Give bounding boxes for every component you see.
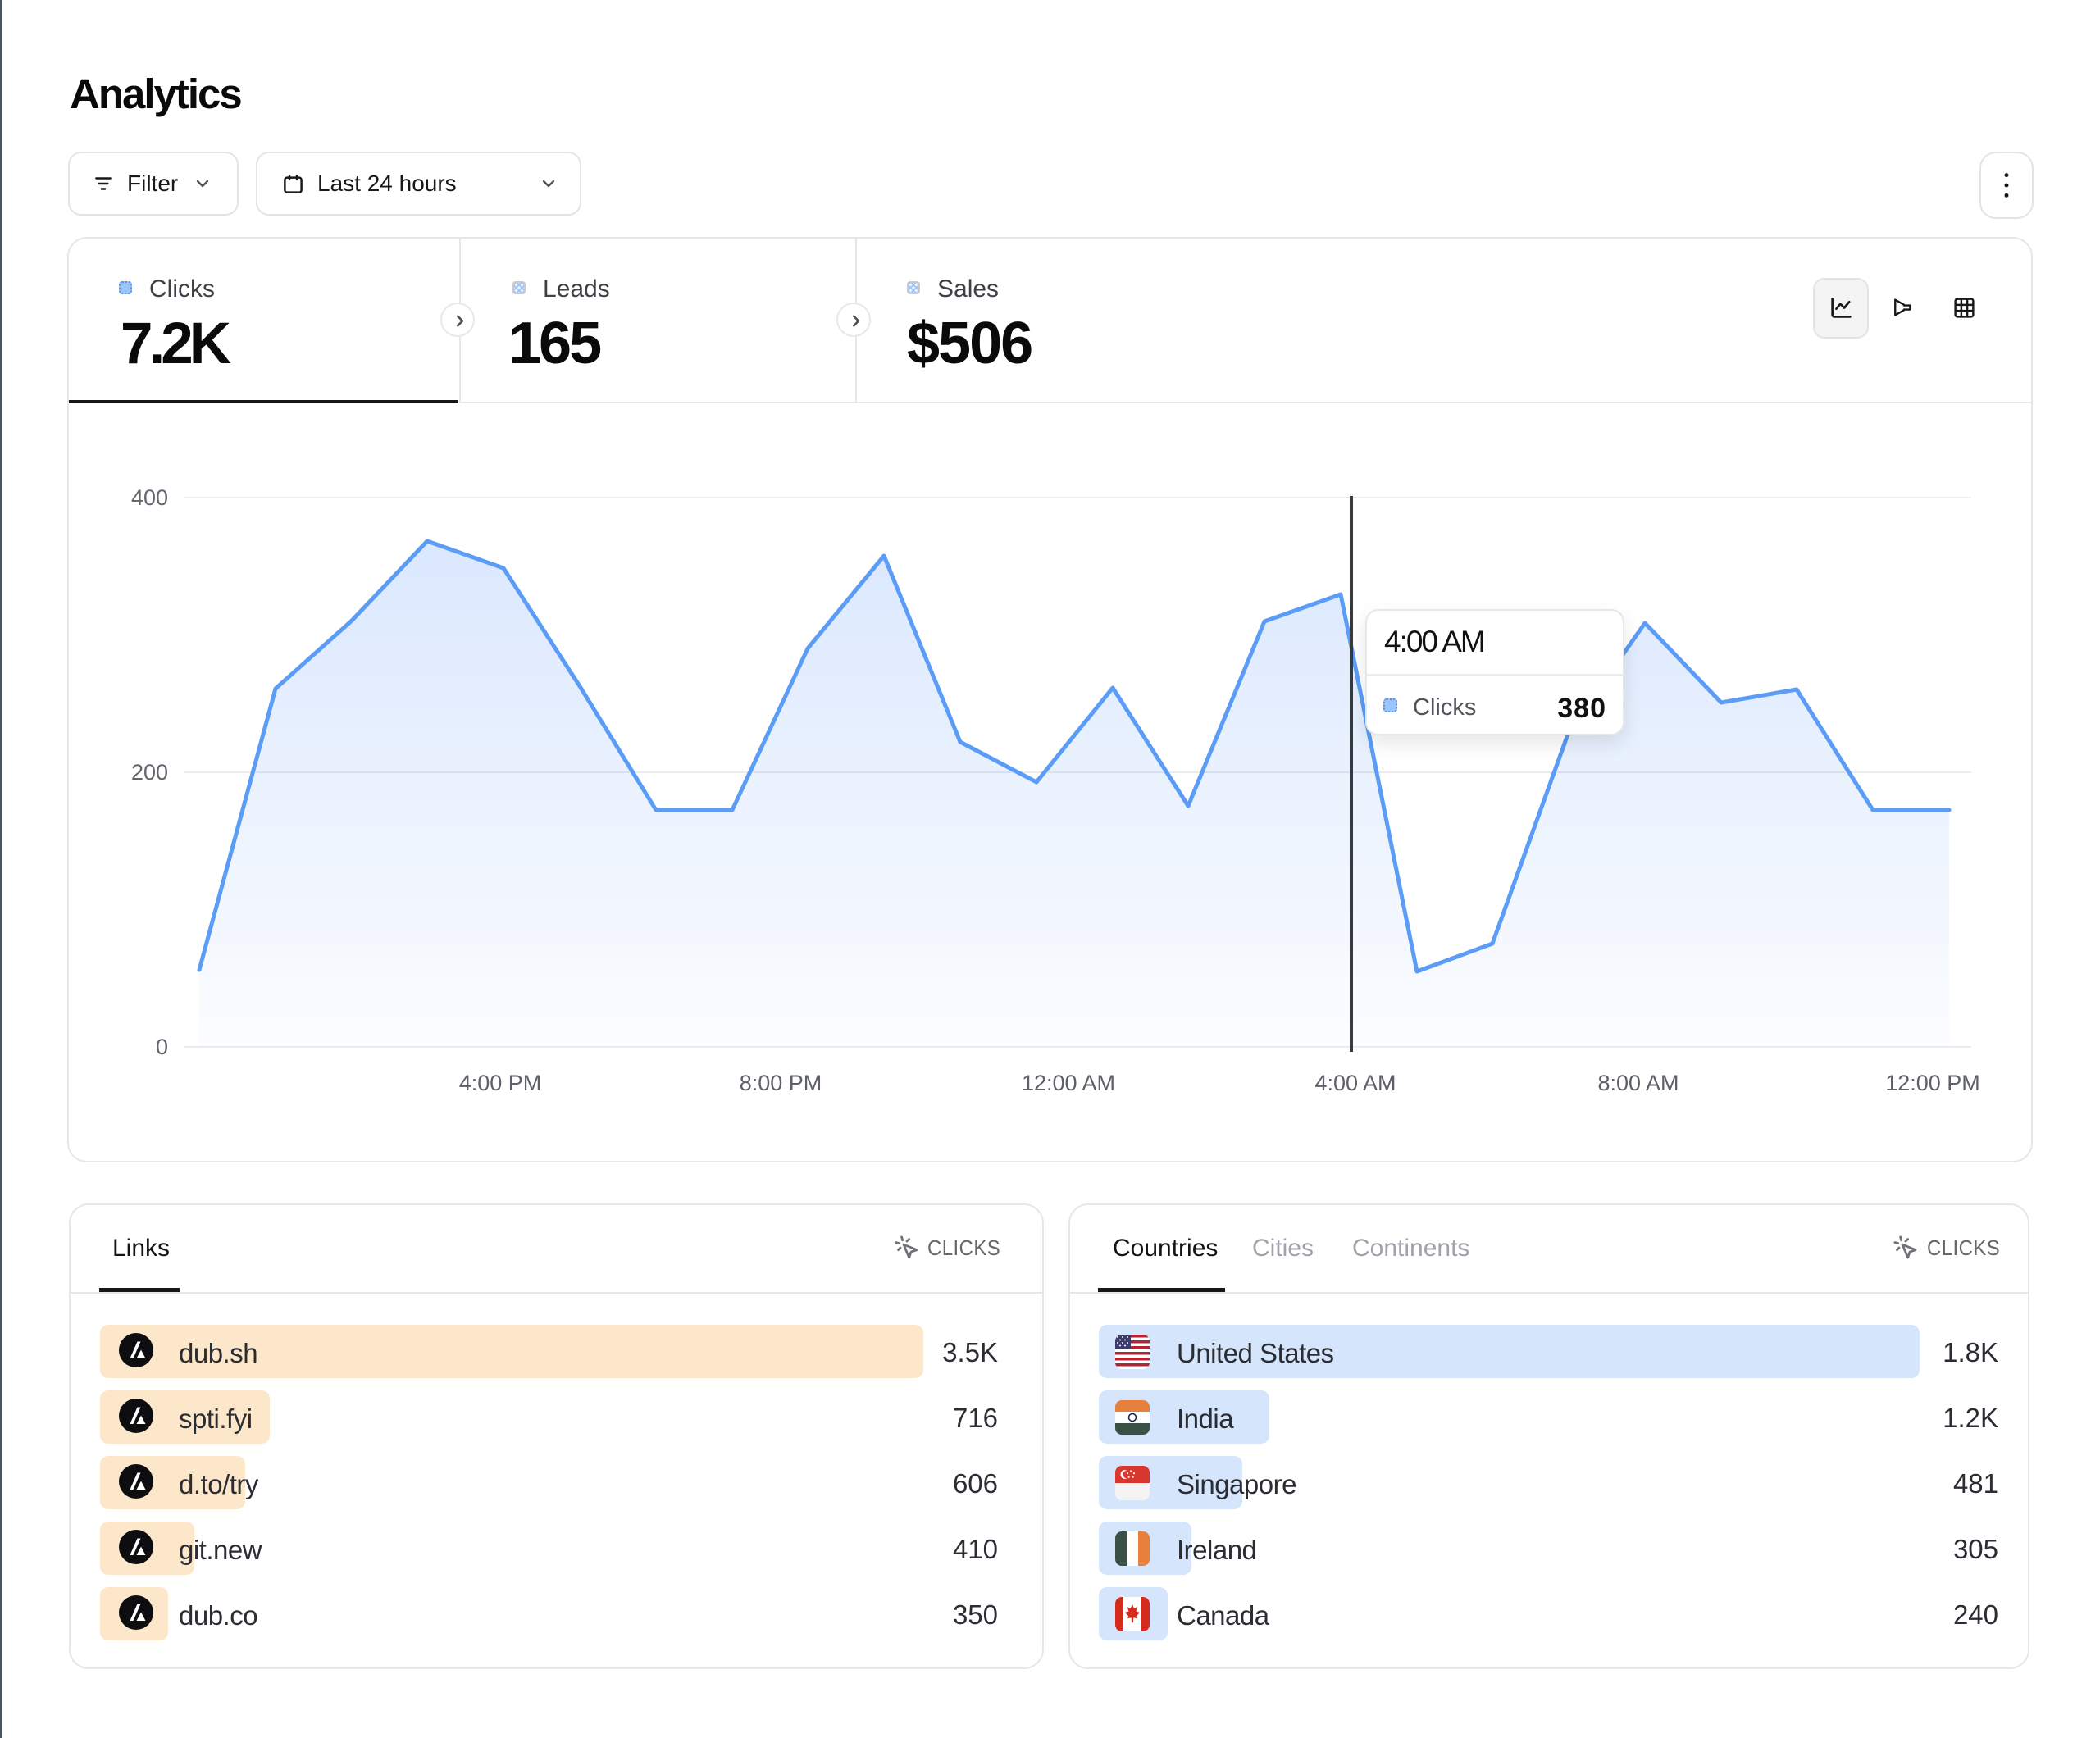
svg-text:4:00 AM: 4:00 AM bbox=[1314, 1071, 1396, 1095]
svg-text:12:00 AM: 12:00 AM bbox=[1022, 1071, 1115, 1095]
svg-text:4:00 PM: 4:00 PM bbox=[459, 1071, 542, 1095]
svg-text:0: 0 bbox=[156, 1035, 168, 1059]
svg-text:400: 400 bbox=[131, 485, 168, 510]
svg-text:12:00 PM: 12:00 PM bbox=[1885, 1071, 1980, 1095]
svg-text:8:00 AM: 8:00 AM bbox=[1597, 1071, 1679, 1095]
svg-text:8:00 PM: 8:00 PM bbox=[740, 1071, 822, 1095]
svg-text:200: 200 bbox=[131, 760, 168, 785]
